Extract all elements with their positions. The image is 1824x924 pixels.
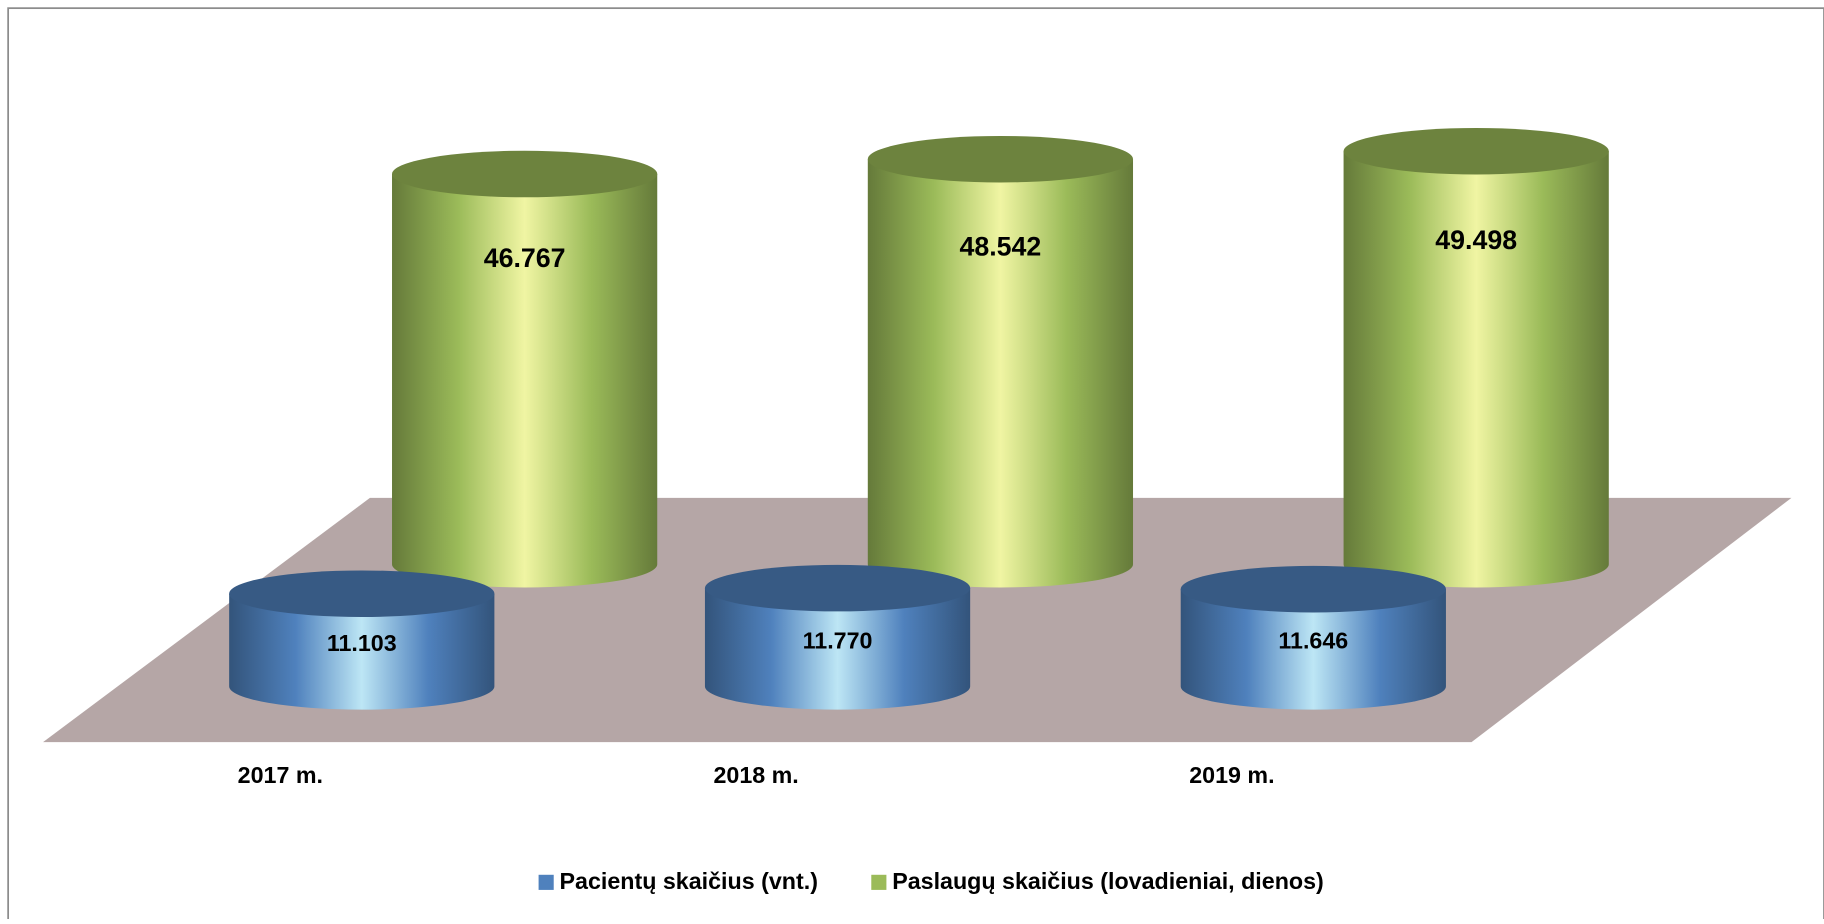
x-tick-label: 2018 m. — [713, 762, 798, 788]
cylinder-top — [392, 150, 658, 198]
cylinder-top — [229, 570, 495, 617]
cylinder — [867, 135, 1134, 588]
cylinder-top — [1343, 127, 1609, 175]
data-label: 11.770 — [803, 627, 873, 653]
legend-label: Pacientų skaičius (vnt.) — [560, 868, 818, 894]
cylinder-top — [704, 564, 971, 612]
data-label: 11.646 — [1278, 628, 1348, 654]
cylinder-top — [867, 135, 1134, 183]
cylinder — [229, 570, 495, 710]
legend-label: Paslaugų skaičius (lovadieniai, dienos) — [892, 868, 1324, 894]
legend-swatch — [538, 874, 554, 890]
cylinder-body — [1343, 151, 1609, 588]
cylinder — [392, 150, 658, 588]
data-label: 48.542 — [959, 231, 1041, 261]
x-tick-label: 2019 m. — [1189, 762, 1274, 788]
cylinder-body — [867, 159, 1134, 588]
data-label: 49.498 — [1435, 225, 1517, 255]
x-tick-label: 2017 m. — [238, 762, 323, 788]
cylinder-body — [392, 174, 658, 588]
legend-swatch — [871, 874, 887, 890]
cylinder-top — [1180, 565, 1446, 613]
cylinder — [1180, 565, 1446, 710]
cylinder-body — [1180, 589, 1446, 710]
cylinder — [1343, 127, 1609, 588]
cylinder-body — [704, 588, 971, 710]
data-label: 46.767 — [484, 243, 566, 273]
cylinder — [704, 564, 971, 710]
data-label: 11.103 — [327, 630, 397, 656]
cylinder-body — [229, 593, 495, 710]
